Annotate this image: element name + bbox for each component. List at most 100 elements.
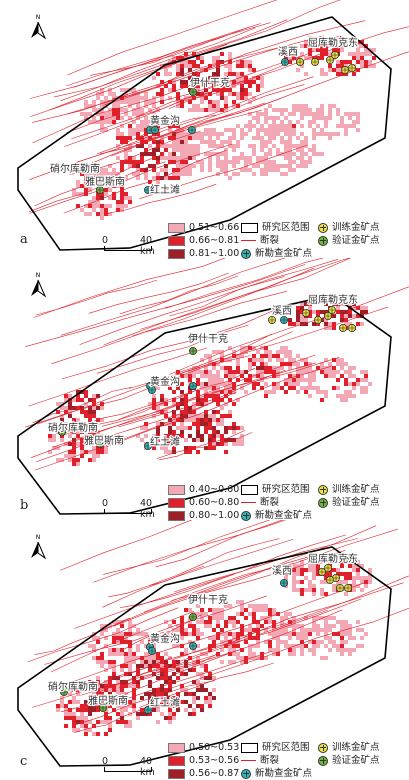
prospectivity-cell	[104, 112, 108, 116]
prospectivity-cell	[172, 390, 176, 394]
prospectivity-cell	[352, 648, 356, 652]
legend-class-label: 0.50~0.53	[189, 741, 239, 754]
prospectivity-cell	[304, 378, 308, 382]
prospectivity-cell	[332, 584, 336, 588]
prospectivity-cell	[296, 632, 300, 636]
prospectivity-cell	[352, 382, 356, 386]
training-point	[348, 324, 355, 331]
prospectivity-cell	[212, 426, 216, 430]
prospectivity-cell	[112, 92, 116, 96]
prospectivity-cell	[244, 124, 248, 128]
prospectivity-cell	[136, 104, 140, 108]
prospectivity-cell	[272, 632, 276, 636]
prospectivity-cell	[264, 350, 268, 354]
prospectivity-cell	[268, 644, 272, 648]
prospectivity-cell	[328, 108, 332, 112]
prospectivity-cell	[208, 676, 212, 680]
prospectivity-cell	[132, 704, 136, 708]
prospectivity-cell	[296, 108, 300, 112]
prospectivity-cell	[204, 96, 208, 100]
prospectivity-cell	[48, 438, 52, 442]
prospectivity-cell	[316, 108, 320, 112]
prospectivity-cell	[228, 160, 232, 164]
prospectivity-cell	[296, 120, 300, 124]
prospectivity-cell	[360, 636, 364, 640]
prospectivity-cell	[204, 422, 208, 426]
prospectivity-cell	[216, 418, 220, 422]
prospectivity-cell	[228, 660, 232, 664]
prospectivity-cell	[284, 144, 288, 148]
prospectivity-cell	[300, 152, 304, 156]
prospectivity-cell	[316, 152, 320, 156]
training-point	[302, 309, 309, 316]
prospectivity-cell	[112, 672, 116, 676]
prospectivity-cell	[300, 108, 304, 112]
prospectivity-cell	[232, 632, 236, 636]
prospectivity-cell	[152, 394, 156, 398]
fault-line	[149, 539, 279, 586]
prospectivity-cell	[288, 128, 292, 132]
prospectivity-cell	[232, 620, 236, 624]
prospectivity-cell	[288, 612, 292, 616]
prospectivity-cell	[140, 120, 144, 124]
prospectivity-cell	[340, 394, 344, 398]
prospectivity-cell	[212, 696, 216, 700]
prospectivity-cell	[272, 370, 276, 374]
prospectivity-cell	[352, 314, 356, 318]
prospectivity-cell	[268, 148, 272, 152]
prospectivity-cell	[152, 176, 156, 180]
prospectivity-cell	[208, 700, 212, 704]
prospectivity-cell	[356, 576, 360, 580]
prospectivity-cell	[204, 664, 208, 668]
prospectivity-cell	[216, 160, 220, 164]
prospectivity-cell	[280, 128, 284, 132]
legend-training: 训练金矿点	[332, 741, 380, 754]
prospectivity-cell	[108, 112, 112, 116]
legend-study-area: 研究区范围	[262, 221, 310, 234]
prospectivity-cell	[204, 612, 208, 616]
prospectivity-cell	[216, 378, 220, 382]
prospectivity-cell	[228, 64, 232, 68]
prospectivity-cell	[348, 382, 352, 386]
prospectivity-cell	[340, 652, 344, 656]
prospectivity-cell	[332, 326, 336, 330]
prospectivity-cell	[216, 56, 220, 60]
prospectivity-cell	[180, 172, 184, 176]
prospectivity-cell	[192, 108, 196, 112]
prospectivity-cell	[228, 370, 232, 374]
prospectivity-cell	[224, 370, 228, 374]
prospectivity-cell	[64, 704, 68, 708]
prospectivity-cell	[248, 648, 252, 652]
prospectivity-cell	[264, 128, 268, 132]
prospectivity-cell	[256, 156, 260, 160]
prospectivity-cell	[268, 136, 272, 140]
prospectivity-cell	[248, 366, 252, 370]
prospectivity-cell	[256, 636, 260, 640]
prospectivity-cell	[268, 104, 272, 108]
prospectivity-cell	[84, 188, 88, 192]
prospectivity-cell	[264, 108, 268, 112]
training-point-icon	[318, 223, 328, 233]
prospectivity-cell	[84, 724, 88, 728]
prospectivity-cell	[288, 124, 292, 128]
prospectivity-cell	[244, 628, 248, 632]
prospectivity-cell	[336, 644, 340, 648]
prospectivity-cell	[144, 426, 148, 430]
prospectivity-cell	[200, 100, 204, 104]
prospectivity-cell	[284, 628, 288, 632]
prospectivity-cell	[128, 124, 132, 128]
prospectivity-cell	[344, 60, 348, 64]
legend-class-label: 0.60~0.80	[189, 496, 239, 509]
prospectivity-cell	[224, 636, 228, 640]
prospectivity-cell	[176, 164, 180, 168]
training-point	[326, 576, 333, 583]
prospectivity-cell	[280, 640, 284, 644]
prospectivity-cell	[268, 358, 272, 362]
prospectivity-cell	[284, 644, 288, 648]
prospectivity-cell	[256, 112, 260, 116]
prospectivity-cell	[360, 644, 364, 648]
prospectivity-cell	[220, 52, 224, 56]
prospectivity-cell	[196, 688, 200, 692]
prospectivity-cell	[300, 156, 304, 160]
prospectivity-cell	[104, 208, 108, 212]
